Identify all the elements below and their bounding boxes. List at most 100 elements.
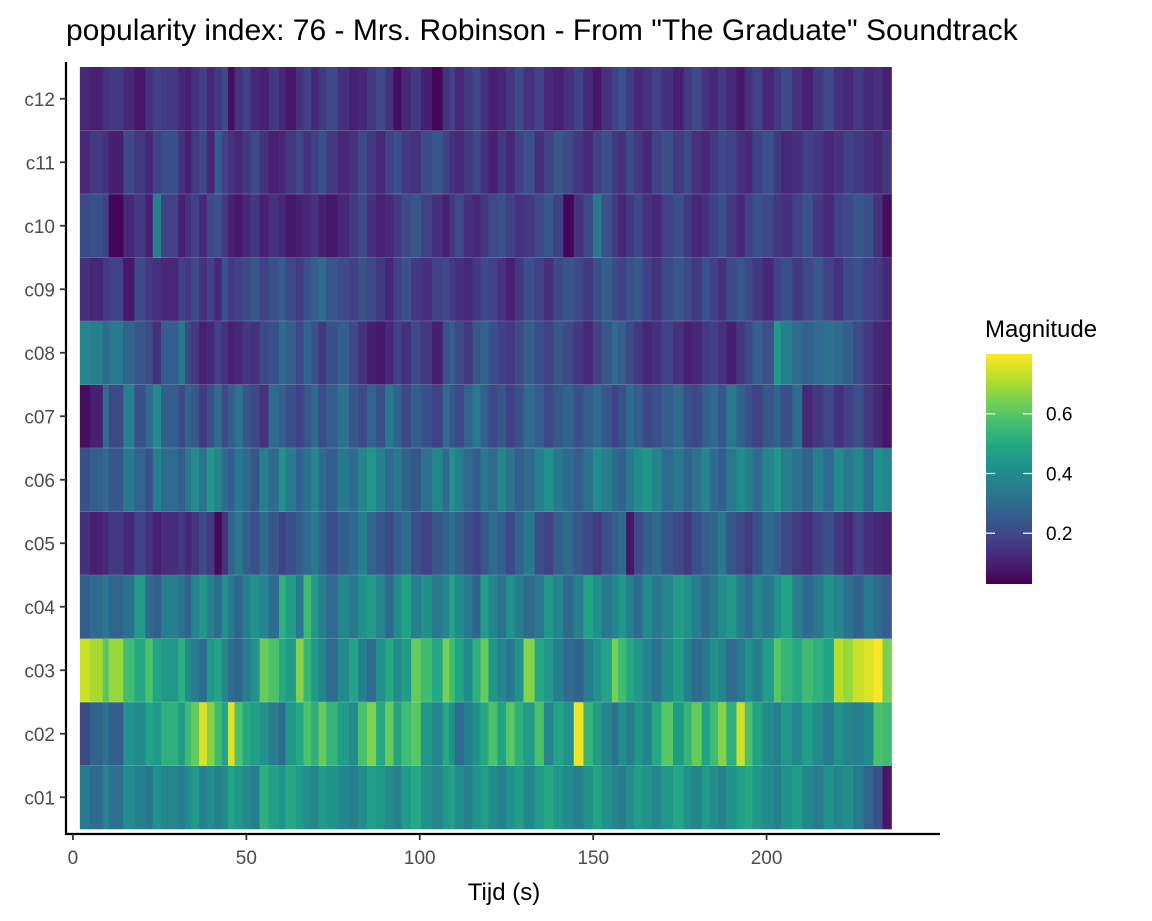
heatmap-cell xyxy=(393,384,402,449)
heatmap-cell xyxy=(326,448,338,512)
heatmap-cell xyxy=(634,130,643,195)
heatmap-cell xyxy=(563,321,575,385)
heatmap-cell xyxy=(285,321,297,385)
heatmap-cell xyxy=(843,257,854,322)
heatmap-cell xyxy=(145,575,154,639)
heatmap-cell xyxy=(161,194,179,258)
heatmap-cell xyxy=(882,575,892,639)
heatmap-cell xyxy=(497,130,507,195)
heatmap-cell xyxy=(376,575,386,639)
heatmap-cell xyxy=(618,257,627,322)
heatmap-cell xyxy=(661,130,674,195)
heatmap-cell xyxy=(311,511,319,576)
heatmap-cell xyxy=(863,194,874,258)
heatmap-cell xyxy=(123,702,135,766)
heatmap-cell xyxy=(184,130,192,195)
heatmap-cell xyxy=(592,448,602,512)
heatmap-cell xyxy=(161,511,179,576)
heatmap-cell xyxy=(488,257,498,322)
heatmap-cell xyxy=(480,702,489,766)
heatmap-cell xyxy=(393,194,402,258)
heatmap-cell xyxy=(449,67,456,131)
heatmap-cell xyxy=(472,321,481,385)
heatmap-cell xyxy=(618,384,627,449)
heatmap-cell xyxy=(89,638,104,703)
heatmap-cell xyxy=(736,321,746,385)
heatmap-cell xyxy=(134,702,146,766)
heatmap-cell xyxy=(823,257,835,322)
heatmap-cell xyxy=(773,765,782,830)
heatmap-cell xyxy=(514,702,524,766)
heatmap-cell xyxy=(376,702,386,766)
legend-title: Magnitude xyxy=(985,316,1097,343)
heatmap-cell xyxy=(420,765,433,830)
heatmap-cell xyxy=(812,257,824,322)
heatmap-cell xyxy=(259,130,269,195)
heatmap-cell xyxy=(762,257,775,322)
heatmap-cell xyxy=(514,638,524,703)
heatmap-cell xyxy=(661,702,674,766)
heatmap-cell xyxy=(611,67,619,131)
heatmap-cell xyxy=(514,575,524,639)
heatmap-cell xyxy=(523,130,535,195)
heatmap-cell xyxy=(285,575,297,639)
heatmap-cell xyxy=(234,130,243,195)
heatmap-cell xyxy=(199,67,208,131)
heatmap-cell xyxy=(583,194,594,258)
heatmap-cell xyxy=(206,702,215,766)
heatmap-cell xyxy=(152,638,162,703)
heatmap-cell xyxy=(311,448,319,512)
heatmap-cell xyxy=(691,511,703,576)
heatmap-cell xyxy=(762,702,775,766)
heatmap-cell xyxy=(534,511,545,576)
heatmap-cell xyxy=(514,448,524,512)
heatmap-cell xyxy=(573,194,584,258)
heatmap-cell xyxy=(601,702,613,766)
heatmap-cell xyxy=(285,384,297,449)
heatmap-cell xyxy=(367,194,377,258)
heatmap-cell xyxy=(744,575,753,639)
heatmap-cell xyxy=(108,448,124,512)
heatmap-cell xyxy=(358,257,368,322)
heatmap-cell xyxy=(744,257,753,322)
heatmap-cell xyxy=(833,321,844,385)
heatmap-cell xyxy=(449,384,456,449)
heatmap-cell xyxy=(506,194,516,258)
heatmap-cell xyxy=(773,67,782,131)
heatmap-cell xyxy=(833,194,844,258)
heatmap-cell xyxy=(123,448,135,512)
heatmap-cell xyxy=(683,511,693,576)
heatmap-cell xyxy=(661,448,674,512)
heatmap-cell xyxy=(488,194,498,258)
heatmap-cell xyxy=(134,448,146,512)
heatmap-cell xyxy=(463,638,473,703)
heatmap-cell xyxy=(563,702,575,766)
heatmap-cell xyxy=(752,384,763,449)
heatmap-cell xyxy=(583,765,594,830)
heatmap-cell xyxy=(199,194,208,258)
heatmap-cell xyxy=(873,575,883,639)
heatmap-cell xyxy=(234,575,243,639)
heatmap-cell xyxy=(318,638,327,703)
heatmap-cell xyxy=(420,511,433,576)
heatmap-cell xyxy=(102,702,110,766)
heatmap-cell xyxy=(221,194,229,258)
heatmap-cell xyxy=(214,321,223,385)
heatmap-cell xyxy=(411,765,422,830)
heatmap-cell xyxy=(349,575,359,639)
heatmap-cell xyxy=(709,67,719,131)
heatmap-cell xyxy=(206,575,215,639)
heatmap-cell xyxy=(523,448,535,512)
heatmap-cell xyxy=(311,194,319,258)
heatmap-cell xyxy=(367,638,377,703)
y-tick-label: c12 xyxy=(24,90,55,111)
heatmap-cell xyxy=(534,321,545,385)
heatmap-cell xyxy=(812,448,824,512)
heatmap-cell xyxy=(278,257,286,322)
heatmap-cell xyxy=(833,511,844,576)
heatmap-cell xyxy=(367,384,377,449)
heatmap-cell xyxy=(268,321,280,385)
heatmap-cell xyxy=(773,321,782,385)
heatmap-cell xyxy=(358,638,368,703)
heatmap-cell xyxy=(709,511,719,576)
